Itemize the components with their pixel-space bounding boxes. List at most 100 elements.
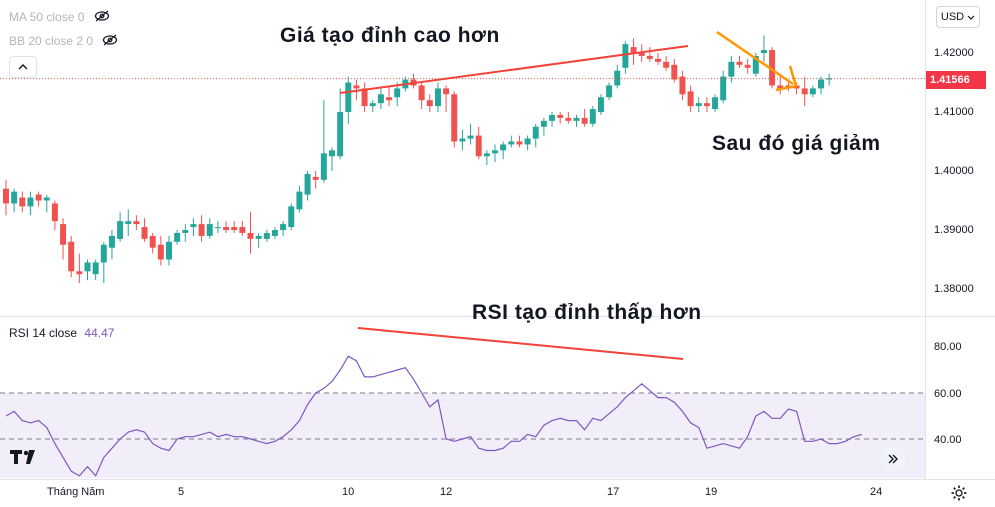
candle-body	[809, 88, 816, 95]
candle-body	[687, 91, 694, 107]
candle-body	[418, 85, 425, 101]
chevron-up-icon	[18, 64, 28, 70]
candle-body	[125, 221, 132, 225]
rsi-trendline	[357, 327, 684, 360]
candle-body	[214, 227, 221, 229]
candle-body	[769, 50, 776, 86]
candle-body	[492, 150, 498, 154]
candle-body	[663, 61, 670, 68]
candle-body	[296, 191, 303, 210]
currency-selector[interactable]: USD	[936, 6, 980, 28]
candle-body	[630, 47, 637, 53]
candle-body	[329, 150, 335, 157]
candle-body	[68, 241, 75, 272]
eye-slash-icon[interactable]	[102, 34, 118, 49]
candle-body	[345, 82, 352, 112]
candle-body	[801, 88, 808, 95]
candle-body	[826, 78, 833, 80]
time-axis-label: Tháng Năm	[47, 486, 105, 498]
rsi-legend[interactable]: RSI 14 close 44.47	[9, 326, 114, 340]
candle-body	[263, 232, 270, 239]
price-axis-label: 1.40000	[934, 165, 974, 177]
candle-body	[614, 70, 621, 86]
candle-body	[671, 64, 678, 80]
candle-body	[92, 262, 99, 275]
orange-arrow-line	[716, 30, 794, 86]
candle-body	[117, 221, 124, 239]
rsi-legend-label: RSI 14 close	[9, 326, 78, 340]
time-axis-divider	[0, 479, 995, 480]
current-price-tag: 1.41566	[926, 71, 986, 89]
candle-body	[157, 244, 164, 260]
candle-body	[573, 117, 580, 121]
currency-label: USD	[940, 11, 965, 23]
candle-body	[60, 224, 67, 245]
candle-body	[27, 197, 34, 207]
time-axis-label: 17	[607, 486, 620, 498]
candle-body	[51, 203, 58, 222]
candle-body	[198, 224, 205, 236]
candle-body	[141, 227, 148, 239]
candle-body	[35, 194, 42, 201]
rsi-axis-label: 80.00	[934, 341, 962, 353]
candle-body	[728, 61, 735, 77]
candle-body	[84, 262, 91, 272]
candle-body	[76, 271, 83, 275]
candle-body	[557, 114, 564, 118]
double-chevron-right-icon	[888, 454, 898, 464]
candle-body	[565, 117, 572, 121]
candle-body	[174, 232, 181, 242]
candle-body	[818, 79, 824, 89]
candle-body	[288, 206, 295, 228]
time-axis-label: 24	[870, 486, 883, 498]
candle-body	[744, 64, 751, 68]
candle-body	[320, 153, 327, 180]
price-trendline	[339, 45, 689, 94]
candle-body	[166, 241, 172, 260]
tradingview-logo-icon[interactable]	[10, 446, 38, 468]
candle-body	[377, 94, 384, 104]
ma-legend[interactable]: MA 50 close 0	[9, 10, 110, 25]
settings-gear-icon[interactable]	[950, 484, 968, 502]
rsi-axis-label: 40.00	[934, 434, 962, 446]
ma-legend-label: MA 50 close 0	[9, 10, 85, 24]
candle-body	[223, 227, 230, 230]
bb-legend[interactable]: BB 20 close 2 0	[9, 34, 118, 49]
candle-body	[239, 227, 246, 233]
eye-slash-icon[interactable]	[94, 10, 110, 25]
candle-body	[712, 97, 719, 110]
candle-body	[43, 197, 50, 201]
rsi-axis-label: 60.00	[934, 388, 962, 400]
candle-body	[182, 230, 189, 233]
candle-body	[597, 97, 604, 112]
pane-divider[interactable]	[0, 316, 995, 317]
orange-arrow-head	[775, 65, 798, 92]
candle-body	[451, 94, 458, 142]
candle-body	[190, 224, 197, 228]
candle-body	[703, 103, 710, 107]
candle-body	[679, 76, 686, 95]
candle-body	[475, 135, 482, 157]
bb-legend-label: BB 20 close 2 0	[9, 34, 94, 48]
time-axis-label: 19	[705, 486, 718, 498]
candle-body	[695, 103, 702, 107]
time-axis-label: 12	[440, 486, 453, 498]
time-axis-label: 5	[178, 486, 185, 498]
candle-body	[549, 114, 556, 121]
candle-body	[646, 55, 653, 59]
rsi-chart[interactable]	[0, 318, 925, 478]
price-chart[interactable]	[0, 0, 925, 316]
annotation-rsi-high: RSI tạo đỉnh thấp hơn	[472, 301, 702, 324]
candle-body	[736, 61, 743, 65]
candle-body	[304, 173, 311, 195]
candle-body	[280, 224, 287, 230]
candle-body	[337, 112, 344, 157]
candle-body	[540, 120, 547, 127]
chevron-down-icon	[967, 15, 975, 20]
price-axis-label: 1.42000	[934, 47, 974, 59]
candle-body	[516, 141, 523, 145]
scroll-to-realtime-button[interactable]	[881, 447, 905, 471]
candle-body	[108, 235, 115, 248]
candle-body	[394, 88, 401, 98]
collapse-legend-button[interactable]	[9, 56, 37, 78]
